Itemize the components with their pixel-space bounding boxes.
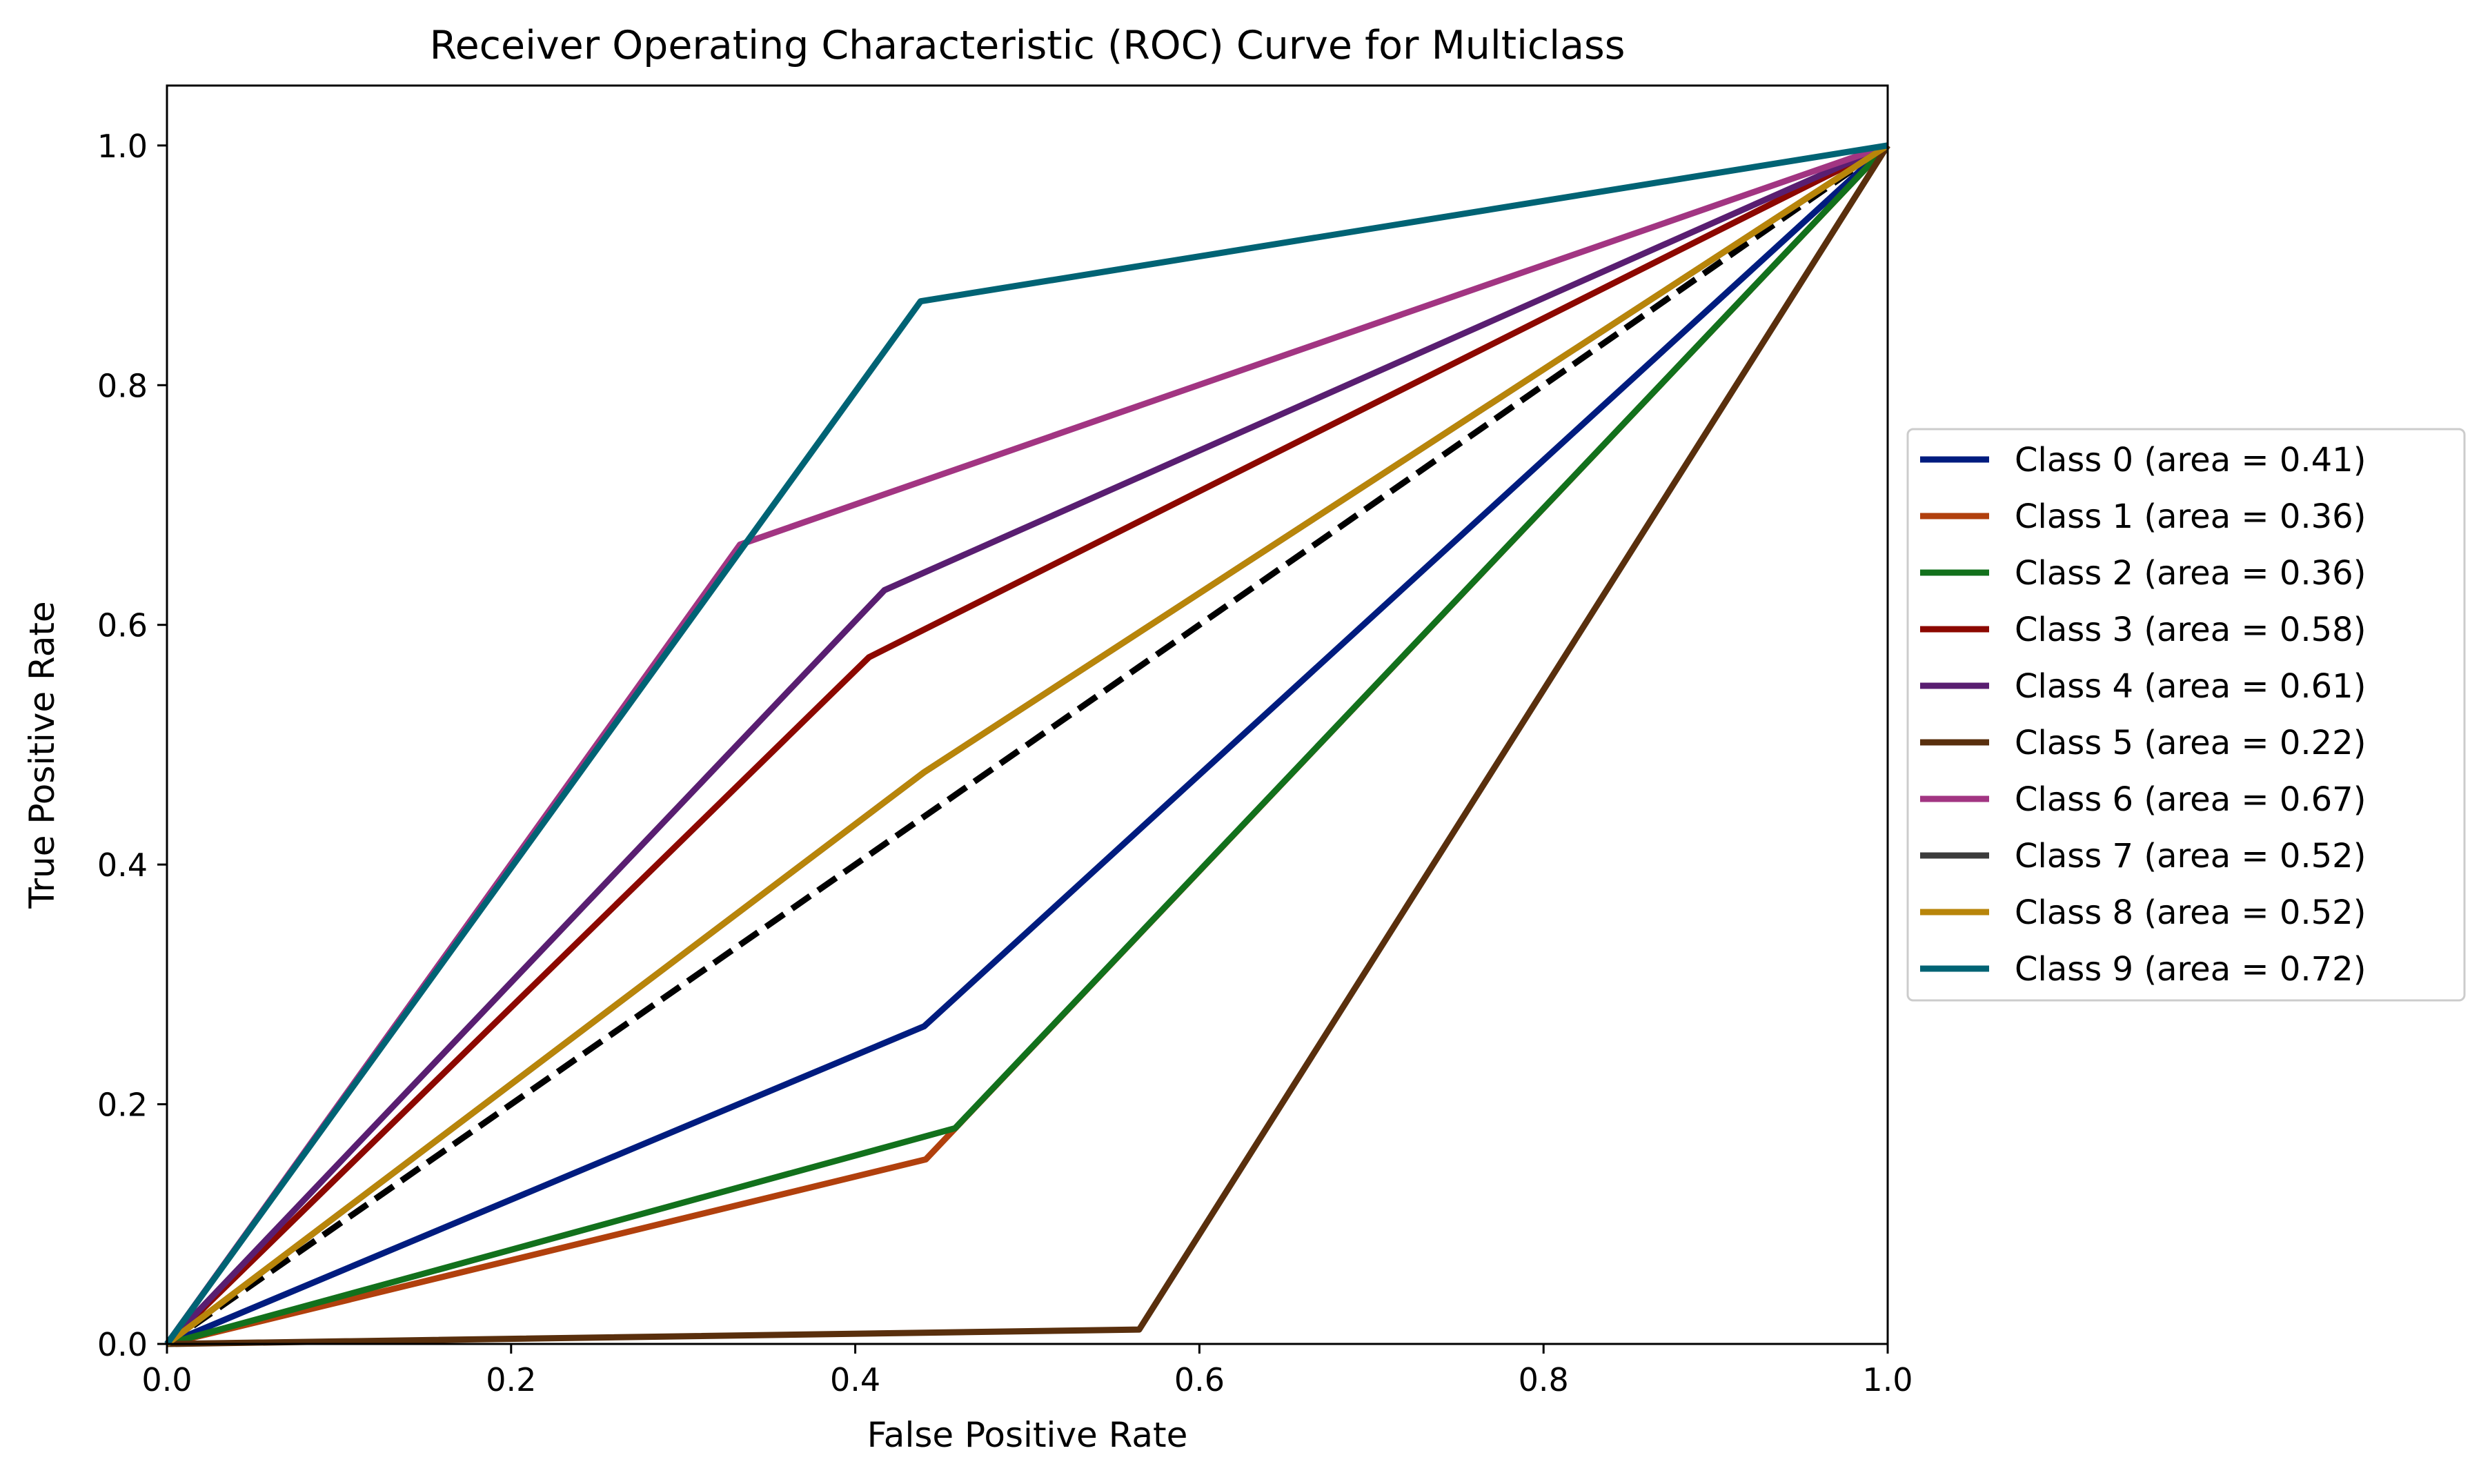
y-axis-label: True Positive Rate <box>22 601 62 909</box>
y-tick-label: 0.4 <box>97 847 148 884</box>
series-line-class-3 <box>164 142 1890 1347</box>
legend-box <box>1906 428 2466 1002</box>
legend-label-class-5: Class 5 (area = 0.22) <box>2015 724 2366 762</box>
legend-label-class-9: Class 9 (area = 0.72) <box>2015 950 2366 989</box>
series-line-class-0 <box>166 143 1890 1347</box>
legend-label-class-4: Class 4 (area = 0.61) <box>2015 667 2366 706</box>
y-tick-label: 0.6 <box>97 607 148 644</box>
legend-label-class-2: Class 2 (area = 0.36) <box>2015 554 2366 593</box>
series-line-class-2 <box>166 143 1890 1347</box>
chart-title: Receiver Operating Characteristic (ROC) … <box>430 23 1626 68</box>
legend-label-class-6: Class 6 (area = 0.67) <box>2015 780 2366 819</box>
y-tick-label: 0.0 <box>97 1326 148 1363</box>
x-tick-label: 0.6 <box>1174 1361 1225 1398</box>
y-tick-label: 1.0 <box>97 128 148 165</box>
series-line-class-8 <box>165 143 1890 1347</box>
series-line-class-4 <box>164 142 1889 1347</box>
x-tick-label: 1.0 <box>1862 1361 1913 1398</box>
plot-frame <box>166 84 1889 1345</box>
x-tick-label: 0.0 <box>141 1361 192 1398</box>
x-axis-label: False Positive Rate <box>867 1415 1188 1455</box>
legend-label-class-8: Class 8 (area = 0.52) <box>2015 893 2366 932</box>
series-line-class-9 <box>164 142 1888 1346</box>
x-tick-label: 0.4 <box>830 1361 880 1398</box>
plot-area: 0.0 0.2 0.4 0.6 0.8 1.0 0.0 0.2 0.4 0.6 0.8 1.0 <box>97 84 1913 1398</box>
legend-label-class-1: Class 1 (area = 0.36) <box>2015 497 2366 536</box>
series-line-class-5 <box>166 144 1890 1347</box>
x-tick-label: 0.8 <box>1519 1361 1569 1398</box>
x-tick-label: 0.2 <box>486 1361 536 1398</box>
legend-label-class-7: Class 7 (area = 0.52) <box>2015 837 2366 875</box>
legend-label-class-0: Class 0 (area = 0.41) <box>2015 441 2366 479</box>
y-tick-label: 0.2 <box>97 1087 148 1124</box>
legend: Class 0 (area = 0.41) Class 1 (area = 0.3… <box>1906 428 2466 1002</box>
y-tick-label: 0.8 <box>97 367 148 404</box>
legend-label-class-3: Class 3 (area = 0.58) <box>2015 611 2366 649</box>
diagonal-reference-line <box>165 143 1890 1347</box>
